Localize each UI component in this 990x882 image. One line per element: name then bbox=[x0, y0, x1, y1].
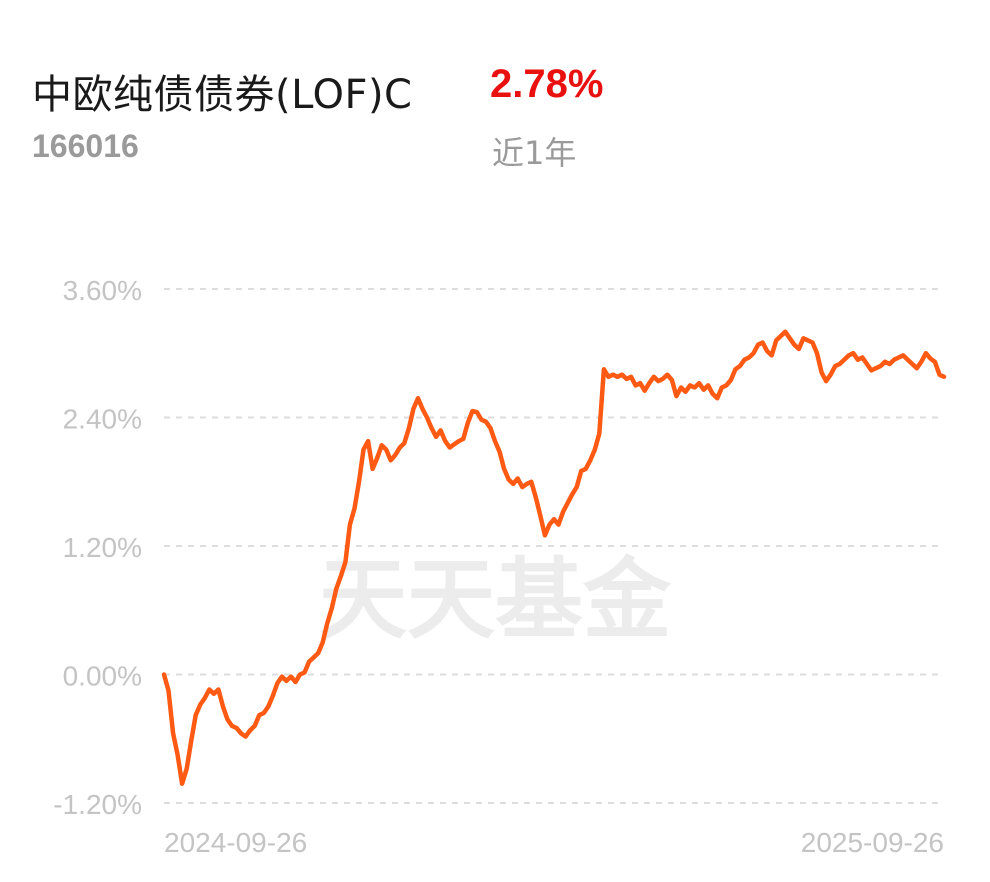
series-line bbox=[161, 329, 947, 786]
y-tick-label: 3.60% bbox=[63, 275, 142, 306]
y-tick-label: 1.20% bbox=[63, 532, 142, 563]
fund-header: 中欧纯债债券(LOF)C 2.78% 166016 近1年 bbox=[32, 56, 962, 176]
y-tick-label: 0.00% bbox=[63, 661, 142, 692]
y-axis-labels: 3.60% 2.40% 1.20% 0.00% -1.20% bbox=[53, 275, 142, 820]
fund-name: 中欧纯债债券(LOF)C bbox=[32, 72, 413, 118]
y-tick-label: 2.40% bbox=[63, 404, 142, 435]
y-tick-label: -1.20% bbox=[53, 789, 142, 820]
series-group bbox=[161, 329, 947, 786]
period-label[interactable]: 近1年 bbox=[492, 134, 577, 172]
watermark: 天天基金 bbox=[319, 550, 672, 649]
x-tick-label: 2024-09-26 bbox=[164, 827, 307, 858]
fund-return-value: 2.78% bbox=[490, 62, 604, 106]
fund-code: 166016 bbox=[32, 128, 139, 164]
grid-lines bbox=[164, 288, 944, 804]
x-tick-label: 2025-09-26 bbox=[801, 827, 944, 858]
x-axis-labels: 2024-09-26 2025-09-26 bbox=[164, 827, 944, 858]
